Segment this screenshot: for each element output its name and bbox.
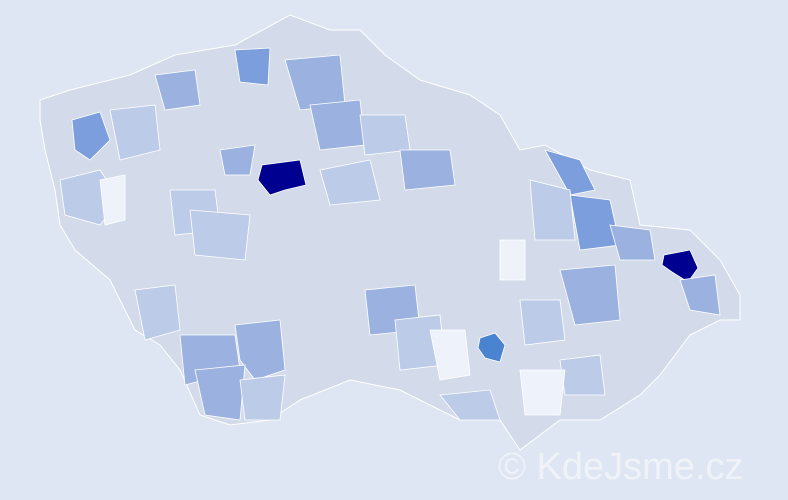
region[interactable] bbox=[194, 364, 246, 421]
region[interactable] bbox=[239, 374, 286, 421]
region[interactable] bbox=[234, 319, 286, 381]
region[interactable] bbox=[319, 159, 381, 206]
region[interactable] bbox=[109, 104, 161, 161]
region[interactable] bbox=[609, 224, 656, 261]
region[interactable] bbox=[359, 114, 411, 156]
region[interactable] bbox=[257, 159, 307, 196]
region[interactable] bbox=[439, 389, 501, 421]
region[interactable] bbox=[559, 264, 621, 326]
regions bbox=[59, 47, 721, 421]
region[interactable] bbox=[429, 329, 471, 381]
region[interactable] bbox=[477, 332, 506, 363]
region[interactable] bbox=[309, 99, 366, 151]
region[interactable] bbox=[519, 369, 566, 416]
region[interactable] bbox=[134, 284, 181, 341]
region[interactable] bbox=[519, 299, 566, 346]
region[interactable] bbox=[234, 47, 271, 86]
region[interactable] bbox=[399, 149, 456, 191]
region[interactable] bbox=[189, 209, 251, 261]
region[interactable] bbox=[499, 239, 526, 281]
region[interactable] bbox=[219, 144, 256, 176]
watermark: © KdeJsme.cz bbox=[498, 446, 744, 488]
region[interactable] bbox=[154, 69, 201, 111]
region[interactable] bbox=[529, 179, 576, 241]
region[interactable] bbox=[71, 111, 111, 161]
region[interactable] bbox=[679, 274, 721, 316]
region[interactable] bbox=[544, 149, 596, 196]
region[interactable] bbox=[559, 354, 606, 396]
region[interactable] bbox=[99, 174, 126, 226]
